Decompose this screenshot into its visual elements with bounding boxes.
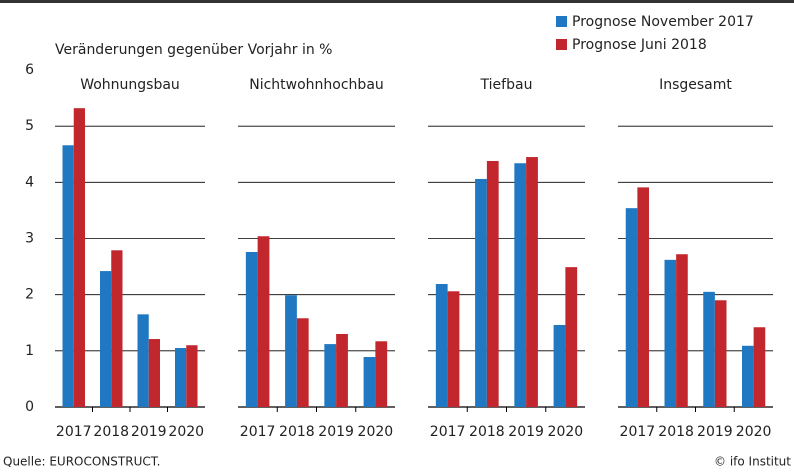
bar: [257, 236, 270, 407]
panel-title: Nichtwohnhochbau: [249, 77, 384, 93]
legend-swatch: [556, 39, 567, 50]
bar: [553, 324, 566, 407]
bar: [625, 208, 638, 407]
bar: [137, 314, 149, 407]
bar: [475, 178, 487, 407]
bar: [73, 108, 85, 408]
x-tick-label: 2019: [131, 424, 167, 440]
bar: [514, 163, 527, 407]
bar: [637, 187, 649, 407]
x-tick-label: 2019: [318, 424, 354, 440]
x-tick-label: 2020: [168, 424, 204, 440]
x-tick-label: 2020: [548, 424, 584, 440]
x-tick-label: 2018: [279, 424, 315, 440]
copyright: © ifo Institut: [714, 455, 791, 469]
top-rule: [0, 0, 794, 3]
bar: [186, 345, 198, 407]
bar: [435, 283, 448, 407]
bar: [363, 357, 376, 407]
bar: [62, 145, 74, 407]
bar: [486, 160, 499, 407]
x-tick-label: 2020: [358, 424, 394, 440]
x-tick-label: 2019: [508, 424, 544, 440]
x-tick-label: 2017: [430, 424, 466, 440]
x-tick-label: 2017: [56, 424, 92, 440]
bar: [324, 344, 337, 407]
bar: [714, 300, 727, 407]
y-tick-label: 2: [25, 287, 34, 303]
bar: [447, 291, 460, 407]
panel-title: Tiefbau: [480, 77, 533, 93]
bar: [742, 345, 754, 407]
bar: [285, 295, 297, 407]
bar: [703, 291, 715, 407]
source: Quelle: EUROCONSTRUCT.: [3, 455, 160, 469]
bar: [245, 251, 258, 407]
y-tick-label: 0: [25, 399, 34, 415]
bar: [148, 339, 160, 407]
y-axis-label: Veränderungen gegenüber Vorjahr in %: [55, 42, 332, 58]
legend-label: Prognose November 2017: [572, 14, 754, 30]
y-tick-label: 1: [25, 343, 34, 359]
bar: [175, 348, 187, 407]
y-tick-label: 4: [25, 174, 34, 190]
bar: [664, 259, 677, 407]
bar: [753, 327, 766, 407]
bar: [111, 250, 123, 407]
bar: [565, 267, 578, 407]
x-tick-label: 2018: [469, 424, 505, 440]
bar: [100, 271, 112, 407]
x-tick-label: 2019: [697, 424, 733, 440]
legend-label: Prognose Juni 2018: [572, 37, 707, 53]
y-tick-label: 6: [25, 62, 34, 78]
bar: [676, 254, 688, 407]
bar: [526, 157, 538, 407]
bar: [336, 333, 348, 407]
legend-swatch: [556, 16, 567, 27]
panel-title: Wohnungsbau: [80, 77, 180, 93]
x-tick-label: 2020: [736, 424, 772, 440]
x-tick-label: 2017: [240, 424, 276, 440]
y-tick-label: 5: [25, 118, 34, 134]
x-tick-label: 2017: [620, 424, 656, 440]
panel-title: Insgesamt: [659, 77, 732, 93]
y-tick-label: 3: [25, 231, 34, 247]
bar: [296, 318, 309, 407]
x-tick-label: 2018: [658, 424, 694, 440]
x-tick-label: 2018: [93, 424, 129, 440]
bar: [375, 341, 388, 407]
